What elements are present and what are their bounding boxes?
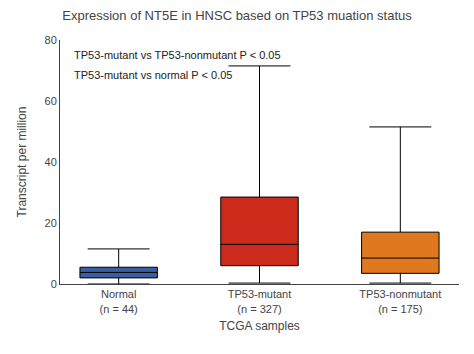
svg-text:TP53-mutant vs normal P < 0.05: TP53-mutant vs normal P < 0.05	[74, 69, 232, 81]
svg-text:Expression of NT5E in HNSC bas: Expression of NT5E in HNSC based on TP53…	[62, 8, 412, 23]
svg-text:60: 60	[45, 95, 57, 107]
svg-text:Normal(n = 44): Normal(n = 44)	[100, 288, 138, 314]
svg-text:Transcript per million: Transcript per million	[15, 107, 29, 218]
svg-text:40: 40	[45, 156, 57, 168]
svg-text:TP53-mutant(n = 327): TP53-mutant(n = 327)	[228, 288, 292, 314]
svg-text:TCGA samples: TCGA samples	[219, 319, 300, 333]
svg-text:20: 20	[45, 217, 57, 229]
svg-text:TP53-mutant vs TP53-nonmutant: TP53-mutant vs TP53-nonmutant P < 0.05	[74, 49, 281, 61]
svg-text:80: 80	[45, 34, 57, 46]
svg-text:0: 0	[51, 278, 57, 290]
svg-text:TP53-nonmutant(n = 175): TP53-nonmutant(n = 175)	[359, 288, 441, 314]
